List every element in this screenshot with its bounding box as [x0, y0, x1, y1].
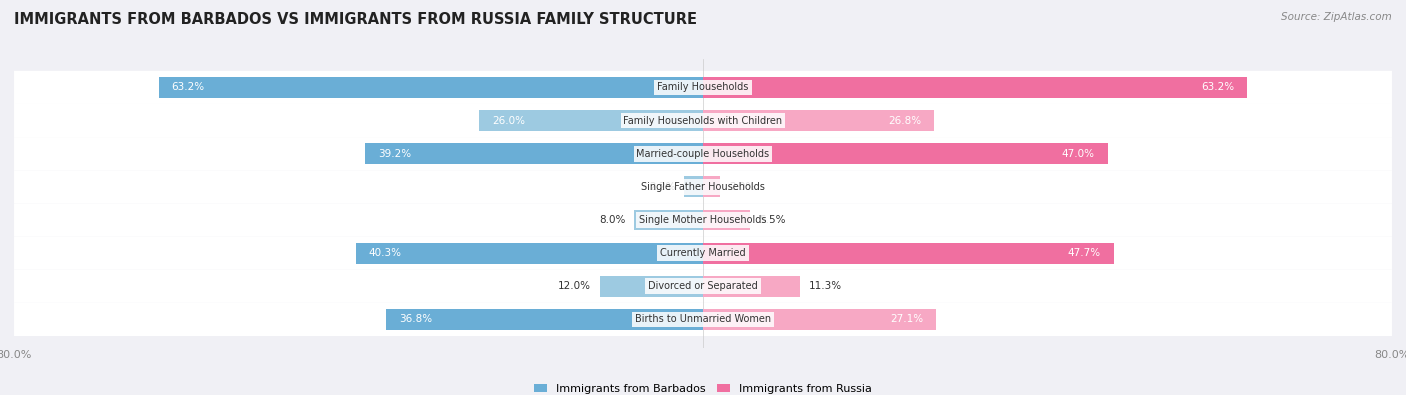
FancyBboxPatch shape	[14, 237, 1392, 270]
Text: Single Father Households: Single Father Households	[641, 182, 765, 192]
Text: IMMIGRANTS FROM BARBADOS VS IMMIGRANTS FROM RUSSIA FAMILY STRUCTURE: IMMIGRANTS FROM BARBADOS VS IMMIGRANTS F…	[14, 12, 697, 27]
Bar	[479, 110, 703, 131]
Text: 63.2%: 63.2%	[1201, 83, 1234, 92]
Text: 39.2%: 39.2%	[378, 149, 412, 159]
Text: Family Households with Children: Family Households with Children	[623, 116, 783, 126]
FancyBboxPatch shape	[14, 170, 1392, 203]
Text: 5.5%: 5.5%	[759, 215, 786, 225]
Text: Currently Married: Currently Married	[661, 248, 745, 258]
Bar	[703, 77, 1247, 98]
Text: Source: ZipAtlas.com: Source: ZipAtlas.com	[1281, 12, 1392, 22]
Bar	[703, 243, 1114, 263]
Text: 63.2%: 63.2%	[172, 83, 205, 92]
Text: Divorced or Separated: Divorced or Separated	[648, 281, 758, 291]
Text: 40.3%: 40.3%	[368, 248, 402, 258]
Text: 47.0%: 47.0%	[1062, 149, 1095, 159]
FancyBboxPatch shape	[14, 303, 1392, 336]
Bar	[685, 177, 703, 197]
Legend: Immigrants from Barbados, Immigrants from Russia: Immigrants from Barbados, Immigrants fro…	[534, 384, 872, 394]
Text: 26.8%: 26.8%	[887, 116, 921, 126]
Text: 47.7%: 47.7%	[1067, 248, 1101, 258]
Text: Births to Unmarried Women: Births to Unmarried Women	[636, 314, 770, 324]
Bar	[703, 177, 720, 197]
Bar	[703, 143, 1108, 164]
Bar	[703, 110, 934, 131]
FancyBboxPatch shape	[14, 137, 1392, 170]
Bar	[703, 309, 936, 330]
Bar	[634, 210, 703, 230]
Text: 8.0%: 8.0%	[599, 215, 626, 225]
FancyBboxPatch shape	[14, 270, 1392, 303]
FancyBboxPatch shape	[14, 203, 1392, 237]
Bar	[356, 243, 703, 263]
FancyBboxPatch shape	[14, 71, 1392, 104]
Text: Family Households: Family Households	[658, 83, 748, 92]
Text: Single Mother Households: Single Mother Households	[640, 215, 766, 225]
Bar	[599, 276, 703, 297]
Text: 36.8%: 36.8%	[399, 314, 432, 324]
Text: 2.0%: 2.0%	[728, 182, 755, 192]
Bar	[703, 210, 751, 230]
Bar	[703, 276, 800, 297]
Text: 2.2%: 2.2%	[650, 182, 675, 192]
Bar	[366, 143, 703, 164]
Bar	[387, 309, 703, 330]
FancyBboxPatch shape	[14, 104, 1392, 137]
Text: 26.0%: 26.0%	[492, 116, 524, 126]
Text: Married-couple Households: Married-couple Households	[637, 149, 769, 159]
Text: 27.1%: 27.1%	[890, 314, 924, 324]
Bar	[159, 77, 703, 98]
Text: 12.0%: 12.0%	[558, 281, 591, 291]
Text: 11.3%: 11.3%	[808, 281, 842, 291]
